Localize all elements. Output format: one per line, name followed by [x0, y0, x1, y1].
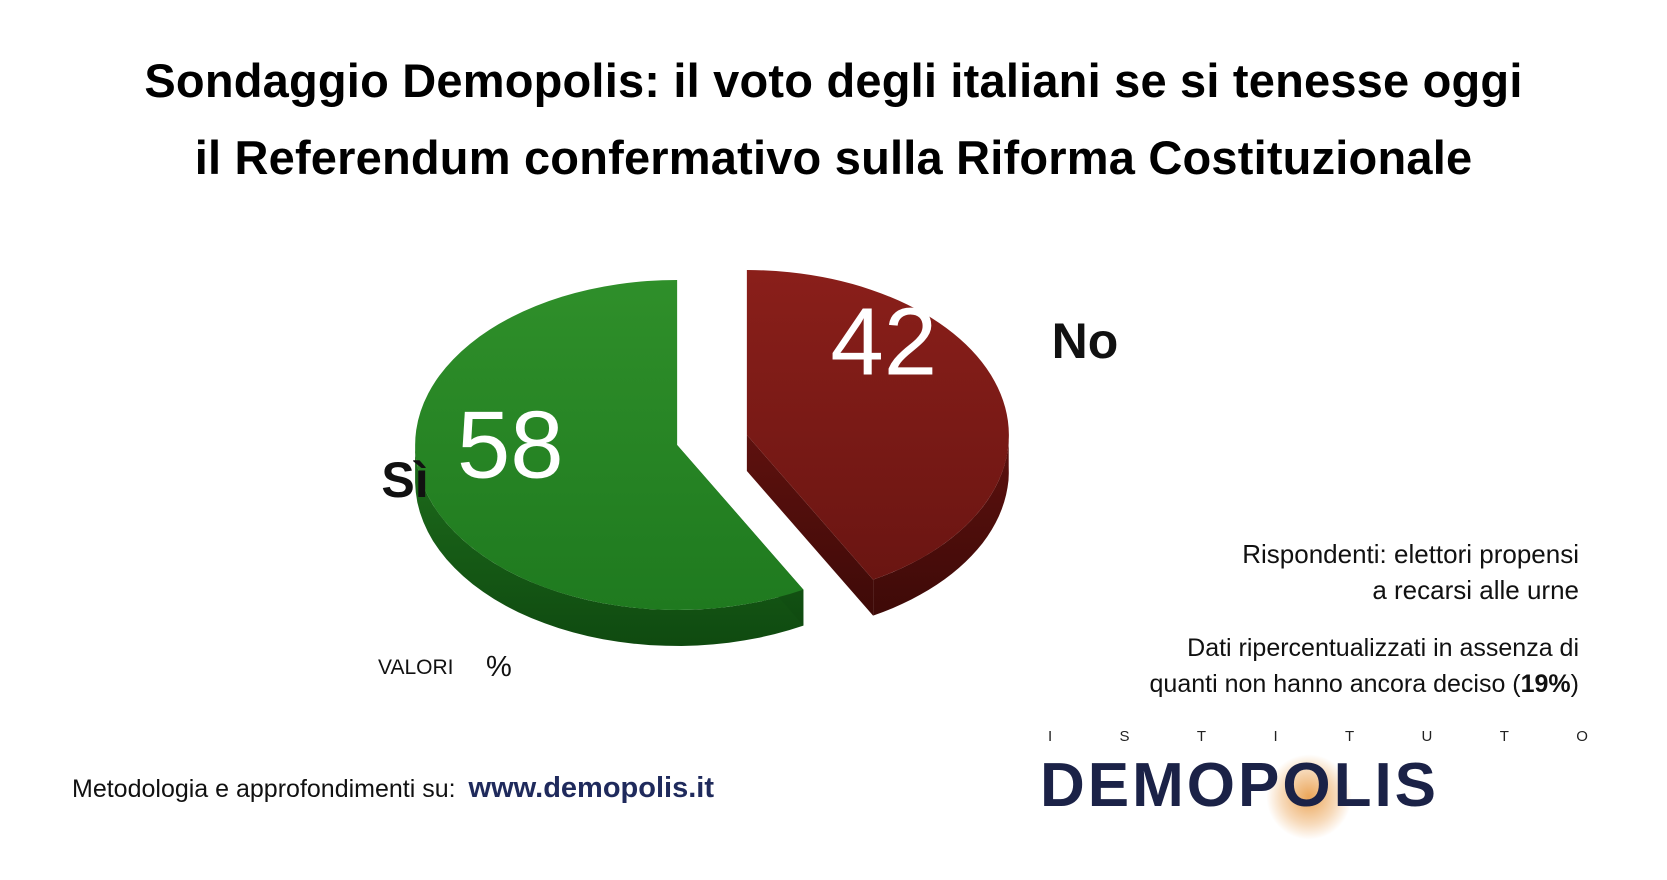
reweight-line-1: Dati ripercentualizzati in assenza di	[1187, 634, 1579, 662]
pie-slice-si	[415, 279, 804, 646]
pie-slice-top	[415, 279, 804, 610]
undecided-percent: 19%	[1520, 670, 1571, 698]
pie-slice-top	[746, 270, 1009, 580]
logo-letter: I	[1048, 728, 1053, 745]
reweight-suffix: )	[1570, 670, 1579, 698]
reweight-line-2: quanti non hanno ancora deciso (19%)	[959, 666, 1579, 702]
respondents-line-2: a recarsi alle urne	[1372, 575, 1579, 605]
slice-value-label: 42	[830, 289, 937, 396]
logo-letter: I	[1273, 728, 1278, 745]
title-line-2: il Referendum confermativo sulla Riforma…	[194, 131, 1473, 184]
logo-letter: T	[1499, 728, 1509, 745]
logo-glow	[1266, 754, 1352, 840]
slice-value-label: 58	[457, 391, 564, 498]
demopolis-logo: I S T I T U T O DEMOPOLIS	[1040, 728, 1588, 840]
chart-title: Sondaggio Demopolis: il voto degli itali…	[0, 42, 1667, 196]
logo-letter: O	[1576, 728, 1588, 745]
pie-slice-side	[415, 446, 804, 646]
pie-slice-side	[873, 429, 1009, 616]
unit-label: VALORI	[378, 656, 453, 679]
logo-letter: T	[1344, 728, 1355, 745]
pie-slice-no	[746, 270, 1009, 616]
respondents-note: Rispondenti: elettori propensi a recarsi…	[1019, 536, 1579, 608]
pie-slice-wall	[746, 435, 874, 616]
footer: Metodologia e approfondimenti su: www.de…	[72, 772, 714, 805]
logo-letter: U	[1421, 728, 1433, 745]
reweight-note: Dati ripercentualizzati in assenza di qu…	[959, 630, 1579, 702]
respondents-line-1: Rispondenti: elettori propensi	[1242, 539, 1579, 569]
reweight-prefix: quanti non hanno ancora deciso (	[1149, 670, 1521, 698]
footer-text: Metodologia e approfondimenti su:	[72, 775, 456, 803]
title-line-1: Sondaggio Demopolis: il voto degli itali…	[144, 54, 1523, 107]
slice-category-label: No	[1052, 313, 1119, 369]
website-link[interactable]: www.demopolis.it	[468, 772, 714, 804]
unit-percent-sign: %	[486, 651, 512, 683]
logo-letter: T	[1196, 728, 1207, 745]
slice-category-label: Sì	[381, 452, 428, 508]
logo-letter: S	[1119, 728, 1130, 745]
logo-brand-text: DEMOPOLIS	[1040, 751, 1440, 820]
